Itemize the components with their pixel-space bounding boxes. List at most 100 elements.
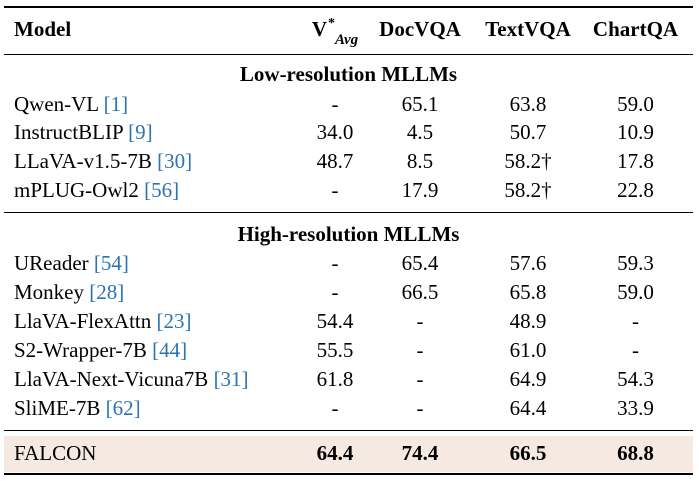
cell-v-avg: -: [331, 92, 339, 116]
model-name: LlaVA-Next-Vicuna7B [31]: [14, 365, 249, 394]
model-name: LLaVA-v1.5-7B [30]: [14, 147, 192, 176]
cell-v-avg: 61.8: [316, 367, 354, 391]
cell-textvqa: 48.9: [509, 309, 547, 333]
cell-docvqa: 65.4: [401, 251, 439, 275]
cell-docvqa: 74.4: [401, 441, 439, 465]
citation-link[interactable]: [54]: [93, 251, 129, 275]
table-row: LLaVA-v1.5-7B [30] 48.7 8.5 58.2† 17.8: [4, 147, 693, 176]
header-textvqa: TextVQA: [485, 17, 571, 41]
header-v-sup: *: [328, 16, 336, 31]
model-name: LlaVA-FlexAttn [23]: [14, 307, 192, 336]
model-label: LlaVA-FlexAttn: [14, 309, 152, 333]
model-label: mPLUG-Owl2: [14, 178, 139, 202]
table-header: Model V*Avg DocVQA TextVQA ChartQA: [4, 15, 693, 48]
cell-textvqa: 57.6: [509, 251, 547, 275]
falcon-row: FALCON 64.4 74.4 66.5 68.8: [4, 439, 693, 468]
model-label: LLaVA-v1.5-7B: [14, 149, 152, 173]
citation-link[interactable]: [28]: [89, 280, 125, 304]
model-name: SliME-7B [62]: [14, 394, 141, 423]
model-label: LlaVA-Next-Vicuna7B: [14, 367, 209, 391]
model-name: Monkey [28]: [14, 278, 124, 307]
cell-chartqa: 59.3: [617, 251, 654, 275]
cell-chartqa: 68.8: [617, 441, 654, 465]
header-docvqa: DocVQA: [379, 17, 461, 41]
cell-v-avg: -: [331, 178, 339, 202]
cell-v-avg: -: [331, 280, 339, 304]
model-label: InstructBLIP: [14, 120, 123, 144]
model-name: UReader [54]: [14, 249, 129, 278]
section-rule: [4, 212, 693, 213]
header-rule: [4, 54, 693, 55]
cell-v-avg: -: [331, 251, 339, 275]
cell-chartqa: 22.8: [617, 178, 654, 202]
cell-textvqa: 61.0: [509, 338, 547, 362]
cell-docvqa: 66.5: [401, 280, 439, 304]
falcon-highlight: [4, 436, 693, 472]
top-rule: [4, 6, 693, 8]
citation-link[interactable]: [44]: [152, 338, 188, 362]
section-high-resolution: High-resolution MLLMs: [237, 222, 460, 246]
cell-docvqa: -: [416, 396, 424, 420]
model-label: Qwen-VL: [14, 92, 99, 116]
cell-v-avg: -: [331, 396, 339, 420]
table-row: LlaVA-FlexAttn [23] 54.4 - 48.9 -: [4, 307, 693, 336]
citation-link[interactable]: [23]: [156, 309, 192, 333]
bottom-rule: [4, 473, 693, 475]
table-row: Qwen-VL [1] - 65.1 63.8 59.0: [4, 90, 693, 119]
header-model: Model: [14, 17, 72, 41]
table-row: UReader [54] - 65.4 57.6 59.3: [4, 249, 693, 278]
header-chartqa: ChartQA: [592, 17, 679, 41]
cell-v-avg: 54.4: [316, 309, 354, 333]
model-label: UReader: [14, 251, 89, 275]
citation-link[interactable]: [1]: [103, 92, 129, 116]
section-low-resolution: Low-resolution MLLMs: [239, 62, 458, 86]
cell-docvqa: 8.5: [406, 149, 434, 173]
table-row: mPLUG-Owl2 [56] - 17.9 58.2† 22.8: [4, 176, 693, 205]
cell-v-avg: 64.4: [316, 441, 354, 465]
cell-textvqa: 64.4: [509, 396, 547, 420]
cell-docvqa: -: [416, 309, 424, 333]
cell-chartqa: 59.0: [617, 92, 654, 116]
cell-chartqa: 17.8: [617, 149, 654, 173]
cell-textvqa: 50.7: [509, 120, 547, 144]
cell-v-avg: 48.7: [316, 149, 354, 173]
table-row: LlaVA-Next-Vicuna7B [31] 61.8 - 64.9 54.…: [4, 365, 693, 394]
cell-docvqa: -: [416, 338, 424, 362]
cell-chartqa: 33.9: [617, 396, 654, 420]
cell-chartqa: -: [632, 338, 639, 362]
citation-link[interactable]: [30]: [157, 149, 193, 173]
cell-chartqa: -: [632, 309, 639, 333]
cell-docvqa: 17.9: [401, 178, 439, 202]
cell-chartqa: 10.9: [617, 120, 654, 144]
model-label: SliME-7B: [14, 396, 101, 420]
citation-link[interactable]: [9]: [128, 120, 153, 144]
table-row: InstructBLIP [9] 34.0 4.5 50.7 10.9: [4, 118, 693, 147]
model-name: Qwen-VL [1]: [14, 90, 128, 119]
cell-v-avg: 34.0: [316, 120, 354, 144]
citation-link[interactable]: [56]: [144, 178, 180, 202]
model-label: S2-Wrapper-7B: [14, 338, 147, 362]
model-name-falcon: FALCON: [14, 441, 97, 465]
table-row: Monkey [28] - 66.5 65.8 59.0: [4, 278, 693, 307]
model-name: mPLUG-Owl2 [56]: [14, 176, 179, 205]
header-v-sub: Avg: [335, 32, 359, 48]
table-row: SliME-7B [62] - - 64.4 33.9: [4, 394, 693, 423]
table-row: S2-Wrapper-7B [44] 55.5 - 61.0 -: [4, 336, 693, 365]
header-v-avg: V*Avg: [299, 15, 371, 48]
falcon-rule: [4, 430, 693, 431]
header-v-base: V: [311, 17, 328, 41]
citation-link[interactable]: [62]: [105, 396, 141, 420]
model-label: Monkey: [14, 280, 84, 304]
model-name: InstructBLIP [9]: [14, 118, 153, 147]
cell-textvqa: 66.5: [509, 441, 547, 465]
citation-link[interactable]: [31]: [213, 367, 249, 391]
cell-docvqa: 65.1: [401, 92, 439, 116]
model-name: S2-Wrapper-7B [44]: [14, 336, 187, 365]
cell-v-avg: 55.5: [316, 338, 354, 362]
cell-textvqa: 65.8: [509, 280, 547, 304]
cell-chartqa: 59.0: [617, 280, 654, 304]
cell-docvqa: -: [416, 367, 424, 391]
cell-textvqa: 58.2†: [504, 149, 552, 173]
cell-textvqa: 64.9: [509, 367, 547, 391]
